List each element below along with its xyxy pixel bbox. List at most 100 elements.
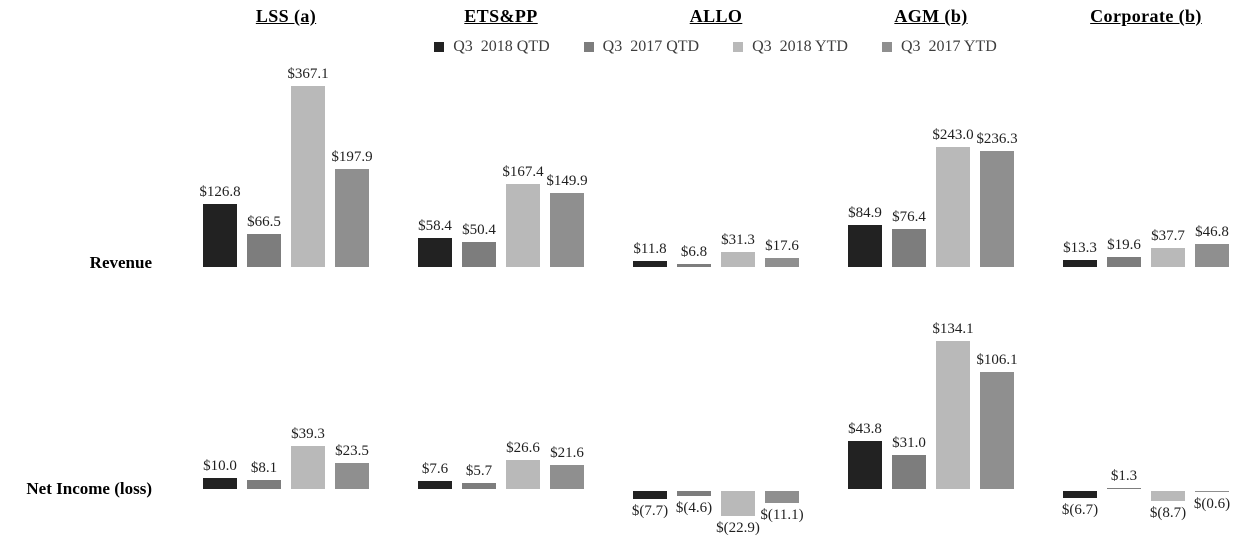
value-label-net-income-loss-allo-q3-2017-ytd: $(11.1) (760, 507, 804, 524)
value-label-net-income-loss-lss-a-q3-2018-ytd: $39.3 (291, 425, 325, 442)
value-label-revenue-lss-a-q3-2018-ytd: $367.1 (287, 66, 329, 83)
bar-net-income-loss-ets-pp-q3-2018-ytd (506, 459, 540, 489)
value-label-revenue-agm-b-q3-2017-qtd: $76.4 (892, 209, 926, 226)
value-label-net-income-loss-corporate-b-q3-2018-ytd: $(8.7) (1149, 504, 1187, 521)
bar-revenue-lss-a-q3-2018-qtd (203, 204, 237, 267)
bar-revenue-agm-b-q3-2017-ytd (980, 150, 1014, 267)
bar-net-income-loss-corporate-b-q3-2017-ytd (1195, 491, 1229, 492)
value-label-revenue-corporate-b-q3-2017-ytd: $46.8 (1195, 223, 1229, 240)
bar-revenue-corporate-b-q3-2018-ytd (1151, 248, 1185, 267)
bar-net-income-loss-ets-pp-q3-2018-qtd (418, 480, 452, 489)
value-label-net-income-loss-ets-pp-q3-2018-qtd: $7.6 (421, 460, 449, 477)
value-label-revenue-lss-a-q3-2017-ytd: $197.9 (331, 149, 373, 166)
value-label-net-income-loss-ets-pp-q3-2017-ytd: $21.6 (550, 445, 584, 462)
legend-swatch-icon (881, 42, 892, 52)
bar-revenue-corporate-b-q3-2018-qtd (1063, 260, 1097, 267)
value-label-revenue-lss-a-q3-2018-qtd: $126.8 (199, 184, 241, 201)
bar-revenue-ets-pp-q3-2017-ytd (550, 193, 584, 267)
value-label-net-income-loss-allo-q3-2017-qtd: $(4.6) (675, 500, 713, 517)
value-label-revenue-corporate-b-q3-2018-ytd: $37.7 (1151, 228, 1185, 245)
segment-header-allo: ALLO (689, 6, 743, 26)
value-label-net-income-loss-corporate-b-q3-2017-ytd: $(0.6) (1193, 496, 1231, 512)
bar-net-income-loss-corporate-b-q3-2018-qtd (1063, 491, 1097, 499)
legend-label: Q3 2018 YTD (752, 38, 848, 55)
value-label-net-income-loss-ets-pp-q3-2017-qtd: $5.7 (465, 462, 493, 479)
bar-net-income-loss-lss-a-q3-2018-ytd (291, 445, 325, 489)
bar-revenue-allo-q3-2017-qtd (677, 263, 711, 267)
bar-net-income-loss-lss-a-q3-2018-qtd (203, 478, 237, 489)
value-label-net-income-loss-agm-b-q3-2017-qtd: $31.0 (892, 434, 926, 451)
legend-label: Q3 2017 YTD (900, 38, 997, 55)
segment-header-agm-b: AGM (b) (894, 6, 968, 26)
value-label-revenue-ets-pp-q3-2017-qtd: $50.4 (462, 222, 496, 239)
value-label-net-income-loss-corporate-b-q3-2018-qtd: $(6.7) (1061, 502, 1099, 519)
bar-net-income-loss-allo-q3-2017-ytd (765, 491, 799, 504)
bar-revenue-corporate-b-q3-2017-qtd (1107, 257, 1141, 267)
value-label-net-income-loss-ets-pp-q3-2018-ytd: $26.6 (506, 439, 540, 456)
bar-net-income-loss-agm-b-q3-2018-ytd (936, 341, 970, 489)
value-label-net-income-loss-agm-b-q3-2018-qtd: $43.8 (848, 420, 882, 437)
value-label-net-income-loss-agm-b-q3-2017-ytd: $106.1 (976, 352, 1018, 369)
value-label-revenue-corporate-b-q3-2018-qtd: $13.3 (1063, 240, 1097, 257)
chart-legend: Q3 2018 QTD Q3 2017 QTD Q3 2018 YTD Q3 2017… (203, 36, 1228, 58)
bar-revenue-allo-q3-2018-qtd (633, 261, 667, 267)
legend-label: Q3 2018 QTD (453, 38, 550, 55)
value-label-net-income-loss-allo-q3-2018-qtd: $(7.7) (631, 503, 669, 520)
legend-item-q3-2018-ytd: Q3 2018 YTD (733, 38, 848, 56)
bar-revenue-allo-q3-2017-ytd (765, 258, 799, 267)
bar-net-income-loss-ets-pp-q3-2017-ytd (550, 465, 584, 489)
bar-revenue-agm-b-q3-2018-ytd (936, 147, 970, 267)
value-label-revenue-agm-b-q3-2018-qtd: $84.9 (848, 205, 882, 222)
value-label-revenue-ets-pp-q3-2017-ytd: $149.9 (546, 173, 588, 190)
value-label-net-income-loss-corporate-b-q3-2017-qtd: $1.3 (1110, 467, 1138, 484)
value-label-revenue-lss-a-q3-2017-qtd: $66.5 (247, 214, 281, 231)
bar-revenue-allo-q3-2018-ytd (721, 251, 755, 267)
bar-revenue-ets-pp-q3-2018-ytd (506, 184, 540, 267)
bar-revenue-agm-b-q3-2017-qtd (892, 229, 926, 267)
bar-net-income-loss-ets-pp-q3-2017-qtd (462, 482, 496, 489)
value-label-revenue-allo-q3-2017-qtd: $6.8 (680, 243, 708, 260)
bar-revenue-lss-a-q3-2017-qtd (247, 234, 281, 267)
value-label-net-income-loss-agm-b-q3-2018-ytd: $134.1 (932, 321, 974, 338)
bar-net-income-loss-corporate-b-q3-2018-ytd (1151, 491, 1185, 501)
legend-item-q3-2017-qtd: Q3 2017 QTD (583, 38, 700, 56)
value-label-net-income-loss-allo-q3-2018-ytd: $(22.9) (716, 520, 760, 537)
bar-net-income-loss-agm-b-q3-2017-qtd (892, 454, 926, 489)
legend-swatch-icon (434, 42, 445, 52)
bar-net-income-loss-corporate-b-q3-2017-qtd (1107, 487, 1141, 489)
bar-revenue-corporate-b-q3-2017-ytd (1195, 243, 1229, 267)
legend-swatch-icon (733, 42, 744, 52)
value-label-revenue-agm-b-q3-2018-ytd: $243.0 (932, 127, 974, 144)
segment-header-ets-pp: ETS&PP (464, 6, 538, 26)
legend-item-q3-2017-ytd: Q3 2017 YTD (881, 38, 997, 56)
segment-header-corporate-b: Corporate (b) (1090, 6, 1202, 26)
value-label-revenue-allo-q3-2018-ytd: $31.3 (721, 231, 755, 248)
value-label-net-income-loss-lss-a-q3-2018-qtd: $10.0 (203, 458, 237, 474)
legend-item-q3-2018-qtd: Q3 2018 QTD (434, 38, 550, 56)
legend-swatch-icon (583, 42, 594, 52)
value-label-revenue-agm-b-q3-2017-ytd: $236.3 (976, 130, 1018, 147)
bar-revenue-lss-a-q3-2017-ytd (335, 169, 369, 267)
bar-net-income-loss-allo-q3-2018-ytd (721, 491, 755, 517)
value-label-revenue-allo-q3-2017-ytd: $17.6 (765, 238, 799, 255)
row-label-net-income-loss: Net Income (loss) (26, 479, 152, 498)
bar-revenue-lss-a-q3-2018-ytd (291, 86, 325, 267)
bar-net-income-loss-lss-a-q3-2017-qtd (247, 480, 281, 489)
bar-revenue-agm-b-q3-2018-qtd (848, 225, 882, 267)
bar-net-income-loss-allo-q3-2017-qtd (677, 491, 711, 497)
row-label-revenue: Revenue (89, 253, 152, 272)
segment-header-lss-a: LSS (a) (255, 6, 317, 26)
bar-revenue-ets-pp-q3-2017-qtd (462, 242, 496, 267)
bar-net-income-loss-agm-b-q3-2017-ytd (980, 372, 1014, 489)
bar-revenue-ets-pp-q3-2018-qtd (418, 238, 452, 267)
bar-net-income-loss-allo-q3-2018-qtd (633, 491, 667, 500)
value-label-revenue-corporate-b-q3-2017-qtd: $19.6 (1107, 237, 1141, 254)
value-label-net-income-loss-lss-a-q3-2017-qtd: $8.1 (250, 460, 278, 477)
value-label-revenue-allo-q3-2018-qtd: $11.8 (633, 241, 667, 258)
legend-label: Q3 2017 QTD (602, 38, 700, 55)
value-label-net-income-loss-lss-a-q3-2017-ytd: $23.5 (335, 443, 369, 460)
value-label-revenue-ets-pp-q3-2018-ytd: $167.4 (502, 164, 544, 181)
bar-net-income-loss-agm-b-q3-2018-qtd (848, 440, 882, 489)
value-label-revenue-ets-pp-q3-2018-qtd: $58.4 (418, 218, 452, 235)
